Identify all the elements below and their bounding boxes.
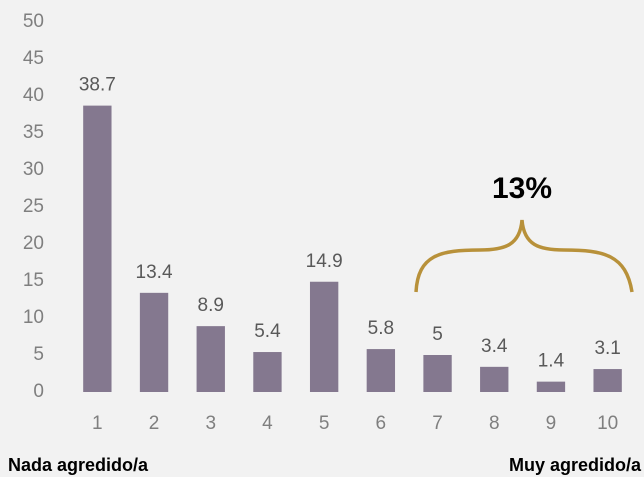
y-tick-label: 25 bbox=[23, 196, 44, 217]
x-tick-label: 8 bbox=[489, 413, 500, 434]
y-tick-label: 50 bbox=[23, 11, 44, 32]
value-label: 5 bbox=[432, 324, 443, 345]
value-label: 3.4 bbox=[481, 336, 508, 357]
x-tick-label: 9 bbox=[546, 413, 557, 434]
bar bbox=[83, 105, 112, 393]
bar bbox=[536, 381, 566, 392]
bar bbox=[593, 369, 622, 392]
y-tick-label: 40 bbox=[23, 85, 44, 106]
brace bbox=[414, 219, 634, 293]
y-tick-label: 15 bbox=[23, 270, 44, 291]
bar bbox=[253, 352, 282, 392]
x-tick-label: 3 bbox=[205, 413, 216, 434]
value-label: 8.9 bbox=[198, 295, 224, 316]
y-tick-label: 0 bbox=[33, 381, 44, 402]
y-tick-label: 20 bbox=[23, 233, 44, 254]
y-tick-label: 30 bbox=[23, 159, 44, 180]
bar bbox=[480, 366, 509, 392]
bar bbox=[139, 292, 169, 392]
x-tick-label: 6 bbox=[376, 413, 387, 434]
value-label: 38.7 bbox=[79, 75, 116, 96]
bar bbox=[423, 355, 452, 392]
value-label: 3.1 bbox=[594, 338, 620, 359]
x-tick-label: 7 bbox=[432, 413, 443, 434]
bar bbox=[309, 281, 339, 392]
value-label: 13.4 bbox=[136, 262, 173, 283]
y-tick-label: 35 bbox=[23, 122, 44, 143]
y-tick-label: 10 bbox=[23, 307, 44, 328]
value-label: 14.9 bbox=[306, 251, 343, 272]
x-tick-label: 1 bbox=[92, 413, 103, 434]
value-label: 5.8 bbox=[368, 318, 394, 339]
y-tick-label: 45 bbox=[23, 48, 44, 69]
value-label: 1.4 bbox=[538, 351, 565, 372]
value-label: 5.4 bbox=[254, 321, 281, 342]
axis-end-label: Muy agredido/a bbox=[509, 455, 642, 475]
bar bbox=[196, 326, 225, 392]
annotation: 13% bbox=[492, 172, 552, 205]
x-tick-label: 10 bbox=[597, 413, 618, 434]
y-tick-label: 5 bbox=[33, 344, 44, 365]
axis-end-label: Nada agredido/a bbox=[8, 455, 149, 475]
x-tick-label: 2 bbox=[149, 413, 160, 434]
x-tick-label: 5 bbox=[319, 413, 330, 434]
x-tick-label: 4 bbox=[262, 413, 273, 434]
bar bbox=[366, 349, 396, 392]
